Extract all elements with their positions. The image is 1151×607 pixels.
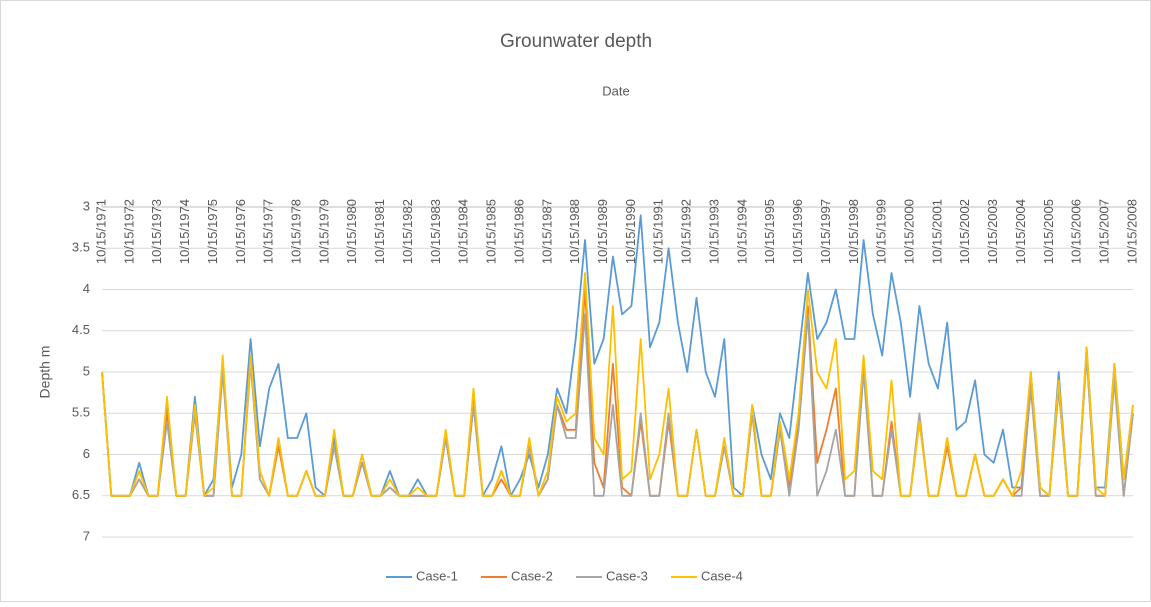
series-line <box>101 214 1134 497</box>
x-tick-label: 10/15/1994 <box>734 199 749 264</box>
legend-label: Case-1 <box>416 568 458 583</box>
x-axis-label: Date <box>602 83 629 98</box>
y-axis-label: Depth m <box>37 346 53 399</box>
x-tick-label: 10/15/2005 <box>1041 199 1056 264</box>
legend-label: Case-4 <box>701 568 743 583</box>
x-tick-label: 10/15/1980 <box>344 199 359 264</box>
x-tick-label: 10/15/1993 <box>706 199 721 264</box>
x-tick-label: 10/15/2000 <box>902 199 917 264</box>
x-tick-label: 10/15/1991 <box>651 199 666 264</box>
x-tick-label: 10/15/1999 <box>874 199 889 264</box>
x-tick-label: 10/15/1978 <box>288 199 303 264</box>
x-tick-label: 10/15/1979 <box>316 199 331 264</box>
x-tick-label: 10/15/2006 <box>1069 199 1084 264</box>
x-tick-label: 10/15/1990 <box>623 199 638 264</box>
chart-title: Grounwater depth <box>500 31 652 52</box>
y-tick-label: 6.5 <box>72 487 90 502</box>
x-tick-label: 10/15/1985 <box>484 199 499 264</box>
x-tick-label: 10/15/2003 <box>985 199 1000 264</box>
y-tick-label: 7 <box>83 528 90 543</box>
y-tick-label: 3 <box>83 198 90 213</box>
x-tick-label: 10/15/1988 <box>567 199 582 264</box>
x-tick-label: 10/15/1992 <box>679 199 694 264</box>
x-tick-label: 10/15/1996 <box>790 199 805 264</box>
x-tick-label: 10/15/2004 <box>1013 199 1028 264</box>
x-tick-label: 10/15/1989 <box>595 199 610 264</box>
x-tick-label: 10/15/1971 <box>93 199 108 264</box>
x-tick-label: 10/15/1998 <box>846 199 861 264</box>
x-tick-label: 10/15/1981 <box>372 199 387 264</box>
legend-label: Case-2 <box>511 568 553 583</box>
x-tick-label: 10/15/2001 <box>929 199 944 264</box>
x-tick-label: 10/15/1984 <box>456 199 471 264</box>
x-tick-label: 10/15/1997 <box>818 199 833 264</box>
x-tick-label: 10/15/1977 <box>261 199 276 264</box>
x-tick-label: 10/15/2007 <box>1097 199 1112 264</box>
x-tick-label: 10/15/2002 <box>957 199 972 264</box>
x-tick-label: 10/15/1982 <box>400 199 415 264</box>
x-tick-label: 10/15/2008 <box>1124 199 1139 264</box>
y-tick-label: 5 <box>83 363 90 378</box>
series-line <box>101 272 1134 497</box>
y-tick-label: 5.5 <box>72 405 90 420</box>
y-tick-label: 6 <box>83 446 90 461</box>
x-tick-label: 10/15/1972 <box>121 199 136 264</box>
y-tick-label: 4 <box>83 281 90 296</box>
x-tick-label: 10/15/1974 <box>177 199 192 264</box>
y-tick-label: 4.5 <box>72 322 90 337</box>
x-tick-label: 10/15/1975 <box>205 199 220 264</box>
x-tick-label: 10/15/1986 <box>511 199 526 264</box>
x-tick-label: 10/15/1987 <box>539 199 554 264</box>
x-tick-label: 10/15/1976 <box>233 199 248 264</box>
x-tick-label: 10/15/1973 <box>149 199 164 264</box>
legend-label: Case-3 <box>606 568 648 583</box>
x-tick-label: 10/15/1995 <box>762 199 777 264</box>
x-tick-label: 10/15/1983 <box>428 199 443 264</box>
y-tick-label: 3.5 <box>72 240 90 255</box>
